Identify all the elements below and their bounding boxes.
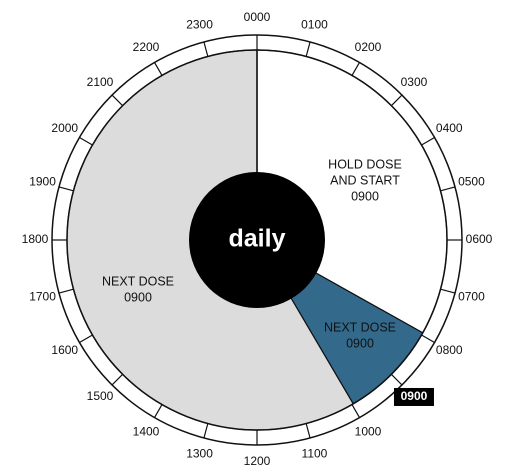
hour-label: 0000 [244, 10, 271, 24]
hour-label: 2300 [186, 18, 213, 32]
hour-label: 2200 [133, 40, 160, 54]
hour-label: 1900 [29, 175, 56, 189]
hour-tick [440, 186, 456, 192]
hour-label: 0200 [355, 40, 382, 54]
hour-label: 1500 [87, 389, 114, 403]
hour-tick [111, 373, 124, 386]
hour-tick [153, 62, 163, 76]
hour-tick [305, 41, 311, 57]
hour-label: 0500 [458, 175, 485, 189]
hour-label: 1800 [22, 232, 49, 246]
hour-tick [421, 136, 435, 146]
hour-label: 0400 [436, 121, 463, 135]
hour-tick [58, 186, 74, 192]
hour-tick [390, 373, 403, 386]
hour-label-highlighted: 0900 [401, 389, 428, 403]
hour-label: 0700 [458, 290, 485, 304]
hour-tick [79, 334, 93, 344]
hour-tick [390, 94, 403, 107]
hour-tick [153, 404, 163, 418]
hour-label: 1600 [51, 343, 78, 357]
hour-label: 2100 [87, 75, 114, 89]
hour-tick [351, 62, 361, 76]
center-label: daily [229, 225, 286, 253]
hour-tick [351, 404, 361, 418]
hour-tick [203, 423, 209, 439]
sector-label: 0900 [351, 189, 379, 203]
hour-tick [79, 136, 93, 146]
hour-tick [111, 94, 124, 107]
center-disc [189, 172, 325, 308]
hour-label: 1700 [29, 290, 56, 304]
hour-label: 1100 [302, 447, 328, 461]
hour-label: 1200 [244, 454, 271, 468]
sector-label: NEXT DOSE [324, 320, 396, 334]
sector-label: 0900 [124, 290, 152, 304]
sector-label: AND START [330, 173, 400, 187]
hour-tick [203, 41, 209, 57]
hour-tick [305, 423, 311, 439]
hour-label: 1000 [355, 424, 382, 438]
hour-label: 1400 [133, 424, 160, 438]
highlight-box [393, 387, 434, 406]
hour-label: 0100 [301, 18, 328, 32]
hour-label: 1300 [186, 447, 213, 461]
hour-tick [421, 334, 435, 344]
hour-tick [58, 288, 74, 294]
hour-label: 2000 [51, 121, 78, 135]
hour-label: 0300 [401, 75, 428, 89]
sector-label: HOLD DOSE [328, 157, 402, 171]
sector-label: 0900 [346, 336, 374, 350]
hour-tick [440, 288, 456, 294]
hour-label: 0600 [466, 232, 493, 246]
hour-label: 0800 [436, 343, 463, 357]
sector-label: NEXT DOSE [102, 274, 174, 288]
